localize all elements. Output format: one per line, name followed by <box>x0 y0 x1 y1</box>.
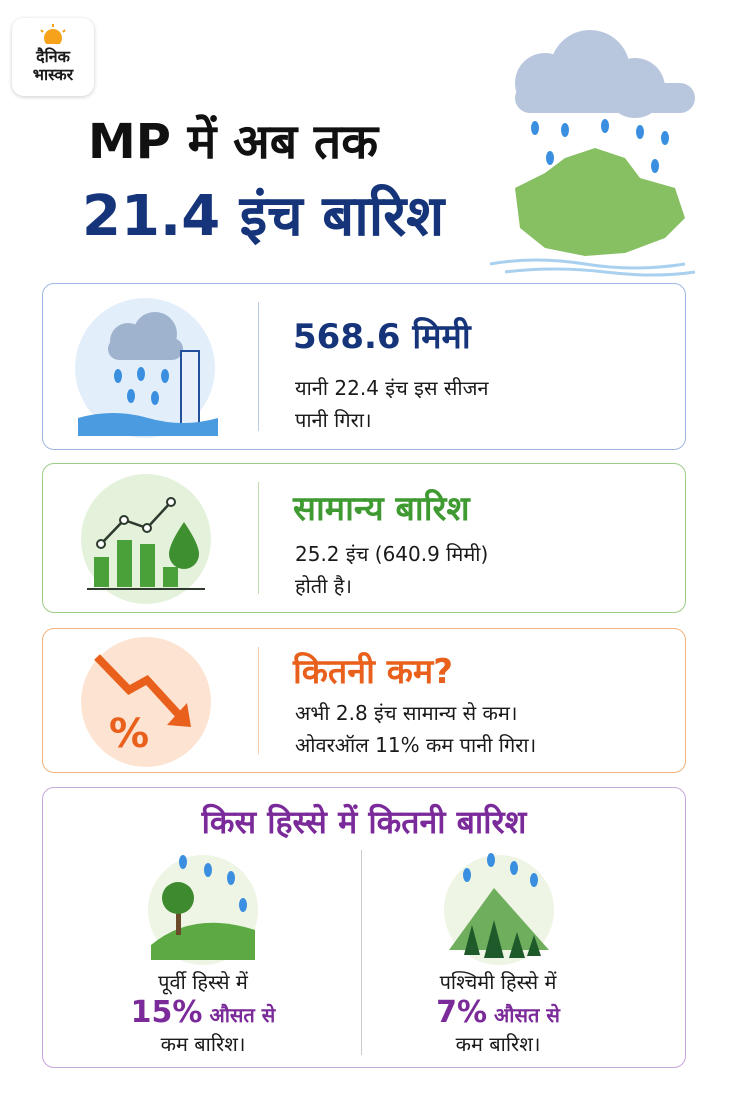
rainfall-card: 568.6 मिमी यानी 22.4 इंच इस सीजन पानी गि… <box>42 283 686 450</box>
region-highlight: 15% औसत से <box>48 995 358 1030</box>
logo-sun <box>40 24 66 47</box>
card-line: अभी 2.8 इंच सामान्य से कम। <box>295 701 518 725</box>
west-region-icon <box>444 853 554 965</box>
deficit-card: % कितनी कम? अभी 2.8 इंच सामान्य से कम। ओ… <box>42 628 686 773</box>
region-suffix: औसत से <box>209 1003 276 1027</box>
svg-text:%: % <box>109 711 149 757</box>
region-text: पश्चिमी हिस्से में 7% औसत से कम बारिश। <box>343 968 653 1057</box>
region-highlight: 7% औसत से <box>343 995 653 1030</box>
regions-title: किस हिस्से में कितनी बारिश <box>201 803 527 841</box>
card-heading: कितनी कम? <box>293 652 453 692</box>
card-heading: सामान्य बारिश <box>293 489 470 529</box>
card-line: होती है। <box>295 574 352 598</box>
region-percent: 15% <box>130 995 203 1030</box>
region-line: पश्चिमी हिस्से में <box>439 970 557 994</box>
normal-rain-card: सामान्य बारिश 25.2 इंच (640.9 मिमी) होती… <box>42 463 686 613</box>
title-line2: 21.4 इंच बारिश <box>82 184 445 249</box>
logo-line1: दैनिक <box>36 47 70 66</box>
card-divider <box>258 647 259 754</box>
logo-line2: भास्कर <box>32 65 74 84</box>
east-region-icon <box>148 855 258 965</box>
card-line: ओवरऑल 11% कम पानी गिरा। <box>295 733 537 757</box>
region-line: कम बारिश। <box>455 1032 541 1056</box>
region-text: पूर्वी हिस्से में 15% औसत से कम बारिश। <box>48 968 358 1057</box>
card-line: यानी 22.4 इंच इस सीजन <box>295 376 489 400</box>
card-heading: 568.6 मिमी <box>293 317 471 357</box>
logo: दैनिक भास्कर <box>12 18 94 96</box>
growth-chart-icon <box>81 474 211 604</box>
region-percent: 7% <box>436 995 488 1030</box>
card-line: 25.2 इंच (640.9 मिमी) <box>295 542 489 566</box>
region-line: पूर्वी हिस्से में <box>158 970 248 994</box>
region-line: कम बारिश। <box>160 1032 246 1056</box>
rain-gauge-icon <box>75 298 218 438</box>
rain-map-illustration <box>489 30 696 277</box>
regions-card: किस हिस्से में कितनी बारिश पूर्वी हिस्से… <box>42 787 686 1068</box>
title-line1: MP में अब तक <box>88 114 379 170</box>
card-divider <box>258 482 259 594</box>
card-divider <box>258 302 259 431</box>
percent-down-icon: % <box>81 637 211 767</box>
card-line: पानी गिरा। <box>295 408 372 432</box>
regions-divider <box>361 850 362 1055</box>
region-suffix: औसत से <box>494 1003 560 1027</box>
